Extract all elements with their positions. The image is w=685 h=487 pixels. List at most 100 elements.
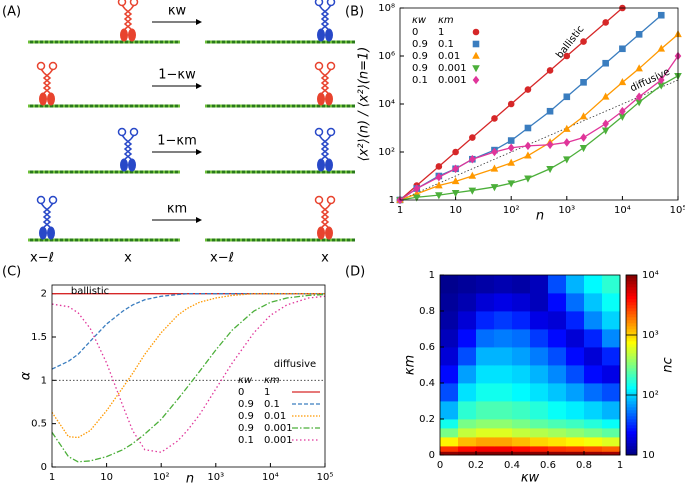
marker	[602, 59, 609, 67]
heatmap-cell	[512, 293, 531, 312]
heatmap-cell	[476, 428, 495, 438]
colorbar-segment	[626, 293, 637, 297]
heatmap-cell	[548, 428, 567, 438]
x-tick-label: 10⁴	[262, 472, 279, 483]
series-line	[399, 33, 679, 201]
heatmap-cell	[440, 365, 459, 384]
heatmap-cell	[440, 329, 459, 348]
colorbar-segment	[626, 380, 637, 384]
x-tick-label: 10³	[558, 205, 575, 216]
panel-label: (A)	[2, 5, 21, 20]
colorbar-segment	[626, 305, 637, 309]
heatmap-cell	[566, 293, 585, 312]
y-tick-label: 10⁸	[378, 3, 395, 14]
heatmap-cell	[512, 365, 531, 384]
heatmap-cell	[458, 329, 477, 348]
heatmap-cell	[584, 428, 603, 438]
heatmap-cell	[458, 446, 477, 452]
motor-stalk	[123, 8, 133, 30]
legend-label: 0.9	[238, 423, 254, 434]
heatmap-cell	[602, 293, 621, 312]
heatmap-cell	[512, 437, 531, 447]
colorbar-segment	[626, 452, 637, 456]
panel-label: (B)	[345, 5, 364, 20]
legend-label: 0.001	[264, 423, 293, 434]
colorbar-segment	[626, 356, 637, 360]
heatmap-cell	[602, 383, 621, 402]
annotation: diffusive	[274, 359, 316, 370]
heatmap-cell	[584, 275, 603, 294]
heatmap-cell	[584, 451, 603, 456]
marker	[451, 189, 460, 198]
marker	[580, 79, 587, 86]
heatmap-cell	[476, 311, 495, 330]
legend-label: 0.001	[264, 435, 293, 446]
motor-stalk	[123, 138, 133, 160]
marker	[491, 147, 498, 157]
y-tick-label: 0.8	[419, 306, 435, 317]
motor-head	[326, 127, 336, 137]
colorbar-segment	[626, 410, 637, 414]
heatmap-cell	[512, 329, 531, 348]
motor-stalk	[320, 72, 330, 94]
marker	[435, 192, 443, 200]
heatmap-cell	[548, 401, 567, 420]
annotation: diffusive	[629, 67, 672, 95]
heatmap-cell	[458, 401, 477, 420]
heatmap-cell	[476, 347, 495, 366]
motor-head	[36, 61, 46, 71]
arrow-head	[196, 83, 202, 89]
colorbar-segment	[626, 419, 637, 423]
heatmap-cell	[440, 293, 459, 312]
marker	[472, 75, 480, 85]
heatmap-cell	[440, 419, 459, 429]
marker	[507, 158, 515, 166]
heatmap-cell	[476, 419, 495, 429]
colorbar-segment	[626, 401, 637, 405]
marker	[435, 172, 443, 182]
y-axis-label: α	[19, 371, 34, 380]
x-tick-label: 10⁴	[614, 205, 631, 216]
marker	[469, 134, 476, 141]
heatmap-cell	[530, 383, 549, 402]
motor-foot	[47, 226, 55, 240]
colorbar-segment	[626, 320, 637, 324]
y-tick-label: 10⁴	[378, 99, 395, 110]
heatmap-cell	[494, 275, 513, 294]
marker	[546, 107, 554, 115]
colorbar-segment	[626, 362, 637, 366]
heatmap-cell	[440, 347, 459, 366]
marker	[472, 40, 480, 48]
motor-foot	[325, 92, 333, 106]
motor-foot	[317, 226, 325, 240]
heatmap-cell	[512, 311, 531, 330]
plot-frame	[439, 274, 621, 456]
x-tick-label: 0.2	[468, 460, 484, 471]
colorbar-segment	[626, 398, 637, 402]
y-tick-label: 10⁶	[378, 51, 395, 62]
heatmap-cell	[494, 446, 513, 452]
heatmap-cell	[548, 419, 567, 429]
heatmap-cell	[512, 419, 531, 429]
y-tick-label: 0.5	[31, 419, 47, 430]
colorbar-segment	[626, 377, 637, 381]
y-tick-label: 10²	[378, 147, 395, 158]
motor-head	[129, 127, 139, 137]
heatmap-cell	[440, 275, 459, 294]
legend-label: 1	[438, 27, 444, 38]
y-tick-label: 0.6	[419, 342, 435, 353]
motor-foot	[120, 158, 128, 172]
colorbar-segment	[626, 338, 637, 342]
colorbar-segment	[626, 341, 637, 345]
marker	[451, 177, 460, 185]
heatmap-cell	[566, 365, 585, 384]
x-tick-label: 10⁵	[670, 205, 685, 216]
legend-header: κw	[238, 375, 253, 386]
colorbar-segment	[626, 425, 637, 429]
y-tick-label: 0.4	[419, 378, 435, 389]
marker	[563, 156, 571, 164]
motor-foot	[317, 28, 325, 42]
colorbar-segment	[626, 413, 637, 417]
marker	[602, 19, 609, 26]
